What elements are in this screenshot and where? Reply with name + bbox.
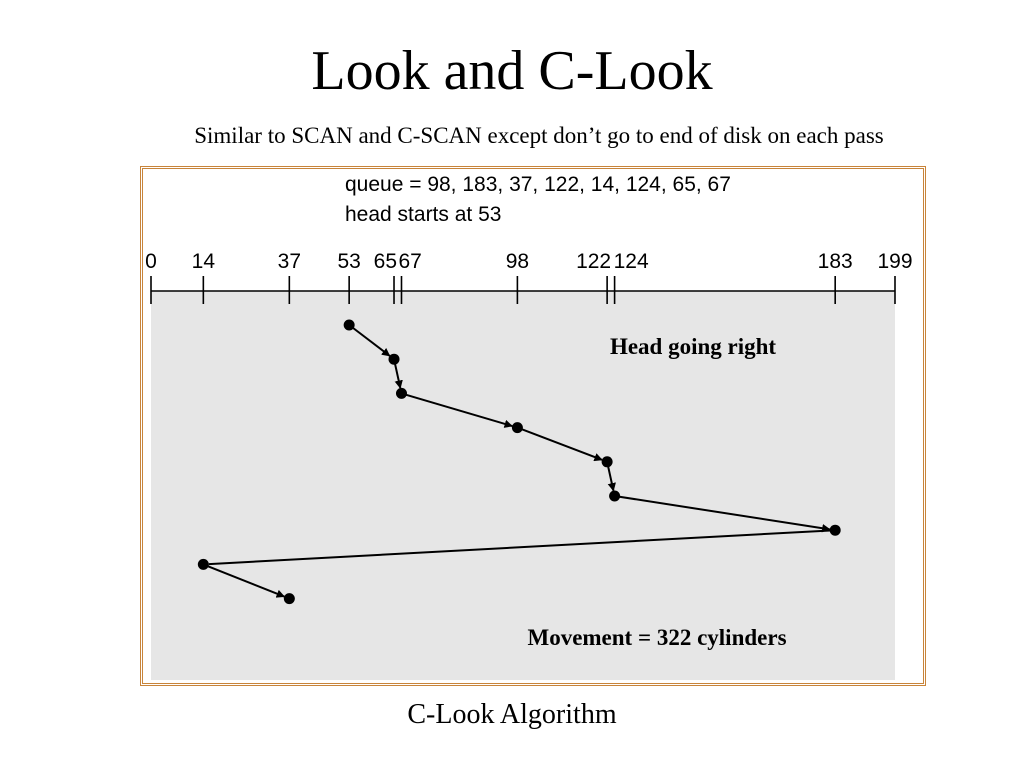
axis-tick-label: 37: [278, 250, 301, 273]
head-position-point: [343, 319, 355, 331]
head-position-point: [395, 387, 407, 399]
diagram-panel: [151, 291, 895, 680]
head-position-point: [829, 524, 841, 536]
head-position-point: [601, 456, 613, 468]
axis-tick-label: 122: [576, 250, 611, 273]
head-start-text: head starts at 53: [345, 203, 501, 226]
head-movement-segment: [401, 392, 513, 428]
axis-tick-label: 14: [192, 250, 216, 273]
slide-title: Look and C-Look: [311, 40, 713, 102]
head-movement-segment: [614, 495, 831, 533]
figure-frame: [140, 166, 926, 686]
head-position-point: [283, 593, 295, 605]
head-path: [197, 319, 841, 605]
head-position-point: [197, 558, 209, 570]
axis-tick-label: 124: [614, 250, 649, 273]
head-position-point: [609, 490, 621, 502]
axis-tick-label: 67: [398, 250, 421, 273]
head-movement-segment: [208, 529, 836, 566]
head-movement-segment: [202, 563, 286, 598]
axis-ticks: 0 14 37 53 65 67 98 122 124 183 199: [145, 250, 913, 304]
head-movement-segment: [348, 324, 391, 357]
slide-subtitle: Similar to SCAN and C-SCAN except don’t …: [194, 123, 884, 148]
head-movement-segment: [517, 426, 603, 462]
axis-tick-label: 65: [374, 250, 397, 273]
head-position-point: [511, 422, 523, 434]
direction-label: Head going right: [610, 334, 776, 359]
axis-tick-label: 183: [818, 250, 853, 273]
figure-caption: C-Look Algorithm: [407, 699, 617, 730]
axis-tick-label: 53: [337, 250, 360, 273]
axis-tick-label: 199: [877, 250, 912, 273]
movement-label: Movement = 322 cylinders: [527, 625, 786, 650]
head-position-point: [388, 353, 400, 365]
queue-text: queue = 98, 183, 37, 122, 14, 124, 65, 6…: [345, 173, 731, 196]
axis-tick-label: 98: [506, 250, 529, 273]
axis-tick-label: 0: [145, 250, 157, 273]
